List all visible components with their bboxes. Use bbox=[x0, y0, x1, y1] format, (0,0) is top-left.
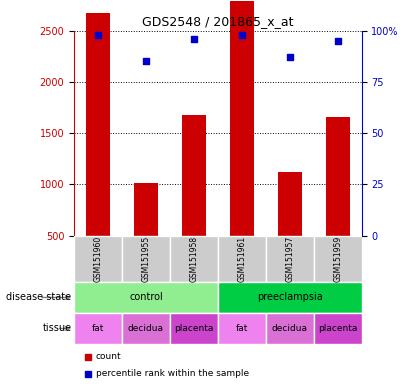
Bar bbox=[134, 183, 158, 235]
Text: GSM151958: GSM151958 bbox=[189, 236, 199, 282]
Point bbox=[286, 54, 293, 60]
Text: placenta: placenta bbox=[174, 324, 214, 333]
FancyBboxPatch shape bbox=[74, 313, 122, 344]
Text: preeclampsia: preeclampsia bbox=[257, 293, 323, 303]
FancyBboxPatch shape bbox=[218, 282, 362, 313]
Text: decidua: decidua bbox=[128, 324, 164, 333]
FancyBboxPatch shape bbox=[266, 313, 314, 344]
FancyBboxPatch shape bbox=[122, 313, 170, 344]
Text: GSM151961: GSM151961 bbox=[237, 236, 246, 282]
Text: disease state: disease state bbox=[7, 293, 72, 303]
Point bbox=[191, 36, 197, 42]
Text: GSM151960: GSM151960 bbox=[93, 236, 102, 282]
Text: control: control bbox=[129, 293, 163, 303]
Bar bbox=[326, 117, 350, 235]
FancyBboxPatch shape bbox=[74, 235, 122, 282]
FancyBboxPatch shape bbox=[170, 235, 218, 282]
Text: fat: fat bbox=[236, 324, 248, 333]
Point bbox=[238, 32, 245, 38]
FancyBboxPatch shape bbox=[218, 235, 266, 282]
Text: GSM151955: GSM151955 bbox=[141, 236, 150, 282]
Text: count: count bbox=[95, 352, 121, 361]
Text: fat: fat bbox=[92, 324, 104, 333]
FancyBboxPatch shape bbox=[218, 313, 266, 344]
Bar bbox=[182, 115, 206, 235]
Bar bbox=[278, 172, 302, 235]
Text: decidua: decidua bbox=[272, 324, 308, 333]
FancyBboxPatch shape bbox=[266, 235, 314, 282]
FancyBboxPatch shape bbox=[122, 235, 170, 282]
Text: percentile rank within the sample: percentile rank within the sample bbox=[95, 369, 249, 378]
Text: GSM151957: GSM151957 bbox=[285, 236, 294, 282]
Bar bbox=[86, 13, 110, 235]
Point bbox=[143, 58, 149, 65]
FancyBboxPatch shape bbox=[170, 313, 218, 344]
Point bbox=[95, 32, 101, 38]
Text: GSM151959: GSM151959 bbox=[333, 236, 342, 282]
Bar bbox=[230, 1, 254, 235]
Point bbox=[335, 38, 341, 44]
Text: placenta: placenta bbox=[318, 324, 358, 333]
FancyBboxPatch shape bbox=[74, 282, 218, 313]
Title: GDS2548 / 201865_x_at: GDS2548 / 201865_x_at bbox=[142, 15, 293, 28]
Text: tissue: tissue bbox=[42, 323, 72, 333]
FancyBboxPatch shape bbox=[314, 235, 362, 282]
FancyBboxPatch shape bbox=[314, 313, 362, 344]
